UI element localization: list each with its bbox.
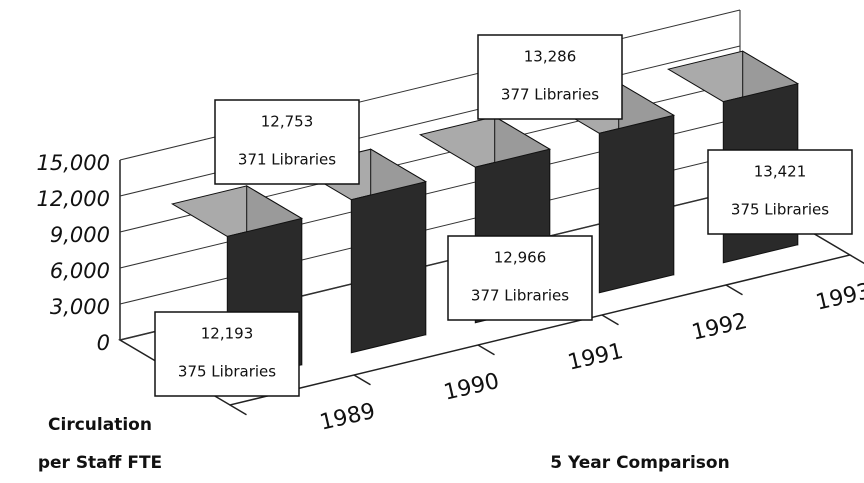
category-tick [601, 314, 619, 326]
bar [350, 181, 427, 354]
annotation: 377 Libraries [501, 86, 599, 104]
y-axis-label: Circulation [48, 415, 152, 435]
y-tick-label: 0 [97, 331, 110, 355]
category-tick [725, 284, 743, 296]
category-tick [229, 404, 247, 416]
y-tick-label: 12,000 [37, 187, 110, 211]
x-tick-label: 1990 [441, 369, 501, 406]
y-axis-label: per Staff FTE [38, 453, 162, 473]
label-box [154, 311, 300, 397]
y-tick-label: 6,000 [50, 259, 110, 283]
data-label: 12,966 [494, 249, 547, 267]
chart-title: 5 Year Comparison [550, 453, 729, 473]
category-tick [477, 344, 495, 356]
annotation: 371 Libraries [238, 151, 336, 169]
y-tick-label: 9,000 [50, 223, 110, 247]
x-tick-label: 1992 [689, 309, 749, 346]
label-box [477, 34, 623, 120]
y-tick-label: 15,000 [37, 151, 110, 175]
label-box [447, 235, 593, 321]
x-tick-label: 1989 [317, 399, 377, 436]
label-box [214, 99, 360, 185]
data-label: 13,286 [524, 48, 577, 66]
data-label: 12,753 [261, 113, 314, 131]
category-tick [849, 254, 864, 265]
annotation: 375 Libraries [178, 363, 276, 381]
data-label: 12,193 [201, 325, 254, 343]
bar [598, 114, 675, 294]
x-tick-label: 1993 [813, 279, 864, 316]
x-tick-label: 1991 [565, 339, 625, 376]
y-tick-label: 3,000 [50, 295, 110, 319]
annotation: 375 Libraries [731, 201, 829, 219]
label-box [707, 149, 853, 235]
category-tick [353, 374, 371, 386]
data-label: 13,421 [754, 163, 807, 181]
annotation: 377 Libraries [471, 287, 569, 305]
